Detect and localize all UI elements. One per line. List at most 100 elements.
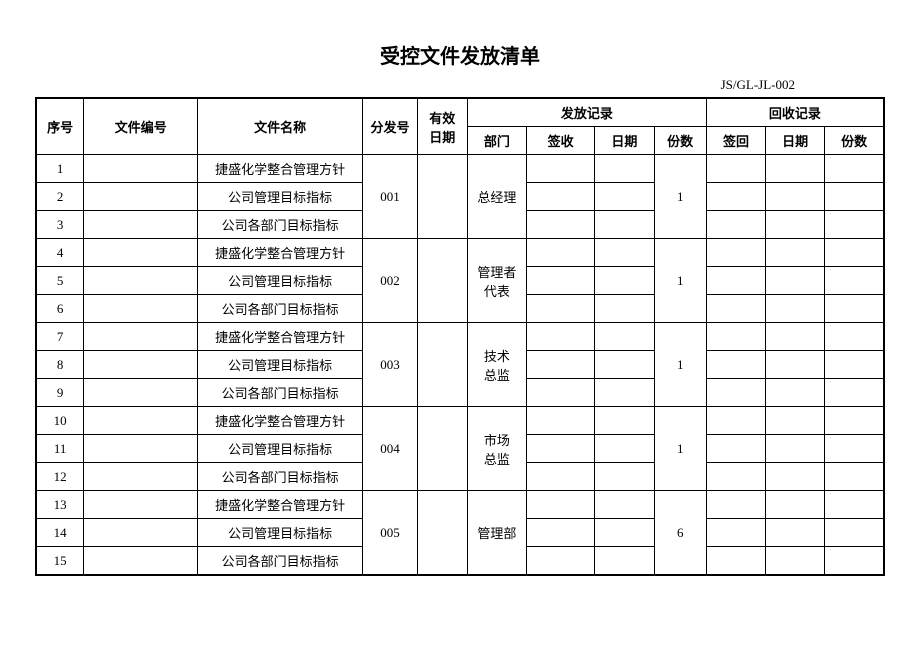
cell-rdate [766, 547, 825, 576]
cell-docname: 公司各部门目标指标 [198, 547, 363, 576]
cell-rsign [706, 323, 765, 351]
cell-sign [527, 407, 595, 435]
cell-distno: 003 [363, 323, 418, 407]
cell-date [595, 519, 654, 547]
cell-rdate [766, 155, 825, 183]
header-seq: 序号 [36, 98, 84, 155]
cell-sign [527, 463, 595, 491]
cell-seq: 8 [36, 351, 84, 379]
cell-rdate [766, 351, 825, 379]
cell-sign [527, 519, 595, 547]
cell-rsign [706, 183, 765, 211]
cell-date [595, 323, 654, 351]
cell-rdate [766, 183, 825, 211]
cell-copies: 1 [654, 323, 706, 407]
cell-docname: 捷盛化学整合管理方针 [198, 155, 363, 183]
cell-dept: 管理部 [467, 491, 526, 576]
cell-rsign [706, 491, 765, 519]
cell-date [595, 547, 654, 576]
cell-seq: 5 [36, 267, 84, 295]
cell-copies: 6 [654, 491, 706, 576]
cell-copies: 1 [654, 155, 706, 239]
cell-date [595, 435, 654, 463]
header-recycle: 回收记录 [706, 98, 884, 127]
cell-sign [527, 435, 595, 463]
distribution-table: 序号 文件编号 文件名称 分发号 有效日期 发放记录 回收记录 部门 签收 日期… [35, 97, 885, 576]
cell-seq: 10 [36, 407, 84, 435]
cell-sign [527, 547, 595, 576]
header-rcopies: 份数 [825, 127, 884, 155]
cell-rdate [766, 295, 825, 323]
header-docno: 文件编号 [84, 98, 198, 155]
cell-docno [84, 323, 198, 351]
cell-rsign [706, 547, 765, 576]
cell-rdate [766, 435, 825, 463]
cell-date [595, 379, 654, 407]
cell-date [595, 239, 654, 267]
cell-docno [84, 463, 198, 491]
cell-copies: 1 [654, 239, 706, 323]
cell-sign [527, 351, 595, 379]
cell-rcopies [825, 295, 884, 323]
header-distno: 分发号 [363, 98, 418, 155]
cell-valid [417, 491, 467, 576]
cell-distno: 001 [363, 155, 418, 239]
cell-docname: 公司管理目标指标 [198, 519, 363, 547]
cell-rsign [706, 211, 765, 239]
cell-dept: 技术总监 [467, 323, 526, 407]
cell-rsign [706, 519, 765, 547]
cell-rdate [766, 519, 825, 547]
cell-rcopies [825, 323, 884, 351]
cell-docno [84, 491, 198, 519]
cell-rsign [706, 295, 765, 323]
cell-seq: 15 [36, 547, 84, 576]
cell-rdate [766, 379, 825, 407]
cell-date [595, 211, 654, 239]
cell-rcopies [825, 211, 884, 239]
cell-docname: 公司管理目标指标 [198, 183, 363, 211]
cell-rsign [706, 239, 765, 267]
cell-sign [527, 295, 595, 323]
cell-date [595, 351, 654, 379]
page-title: 受控文件发放清单 [35, 40, 885, 69]
cell-docno [84, 239, 198, 267]
header-dept: 部门 [467, 127, 526, 155]
cell-valid [417, 407, 467, 491]
cell-docno [84, 155, 198, 183]
cell-docno [84, 351, 198, 379]
cell-sign [527, 491, 595, 519]
cell-distno: 005 [363, 491, 418, 576]
header-docname: 文件名称 [198, 98, 363, 155]
cell-dept: 总经理 [467, 155, 526, 239]
cell-seq: 1 [36, 155, 84, 183]
cell-rcopies [825, 155, 884, 183]
cell-date [595, 183, 654, 211]
cell-seq: 6 [36, 295, 84, 323]
cell-seq: 3 [36, 211, 84, 239]
cell-rdate [766, 239, 825, 267]
cell-seq: 12 [36, 463, 84, 491]
cell-rcopies [825, 267, 884, 295]
header-rsign: 签回 [706, 127, 765, 155]
cell-sign [527, 211, 595, 239]
cell-seq: 4 [36, 239, 84, 267]
cell-docname: 公司各部门目标指标 [198, 463, 363, 491]
cell-docname: 捷盛化学整合管理方针 [198, 407, 363, 435]
cell-date [595, 155, 654, 183]
cell-docno [84, 547, 198, 576]
header-valid: 有效日期 [417, 98, 467, 155]
cell-rdate [766, 491, 825, 519]
cell-seq: 14 [36, 519, 84, 547]
cell-docname: 捷盛化学整合管理方针 [198, 239, 363, 267]
cell-rsign [706, 267, 765, 295]
cell-date [595, 491, 654, 519]
cell-sign [527, 267, 595, 295]
cell-sign [527, 379, 595, 407]
cell-docno [84, 295, 198, 323]
cell-docno [84, 211, 198, 239]
cell-rcopies [825, 379, 884, 407]
cell-seq: 2 [36, 183, 84, 211]
cell-rcopies [825, 351, 884, 379]
cell-rcopies [825, 183, 884, 211]
header-issue: 发放记录 [467, 98, 706, 127]
